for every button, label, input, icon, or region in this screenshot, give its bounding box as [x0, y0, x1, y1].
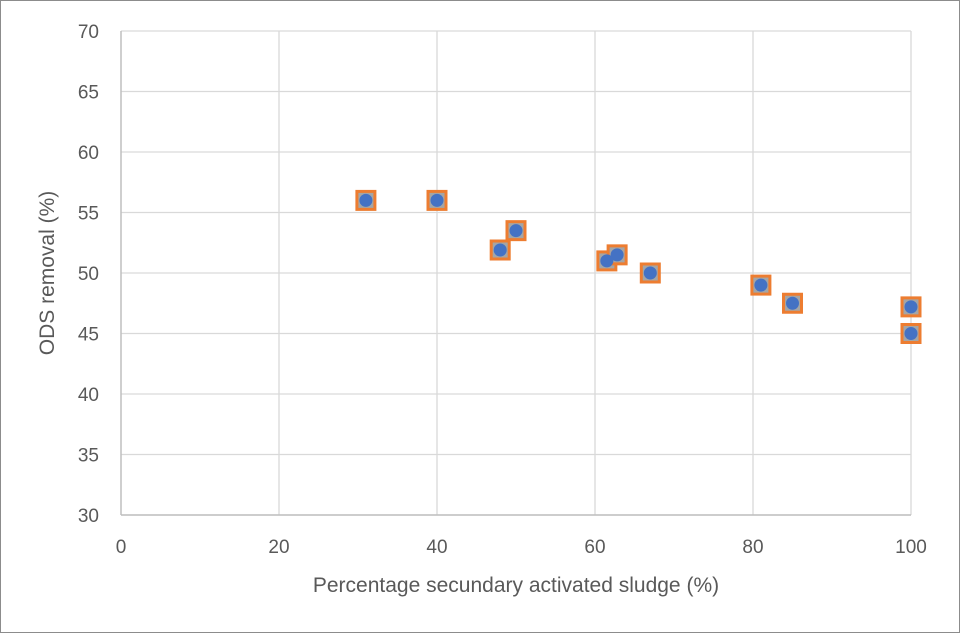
- circle-marker: [754, 278, 768, 292]
- axes: [120, 31, 911, 516]
- x-tick-label: 60: [584, 537, 605, 558]
- circle-marker: [600, 254, 614, 268]
- circle-marker: [359, 193, 373, 207]
- gridlines: [121, 30, 912, 516]
- y-tick-label: 35: [78, 446, 99, 467]
- circle-marker: [904, 300, 918, 314]
- circle-marker: [610, 248, 624, 262]
- y-tick-label: 70: [78, 22, 99, 43]
- circle-marker: [904, 327, 918, 340]
- y-tick-label: 30: [78, 506, 99, 527]
- circle-marker: [493, 243, 507, 257]
- x-tick-label: 80: [742, 537, 763, 558]
- x-tick-label: 40: [426, 537, 447, 558]
- circle-marker: [509, 224, 523, 238]
- data-points: [355, 189, 922, 344]
- y-tick-label: 45: [78, 325, 99, 346]
- y-tick-label: 40: [78, 385, 99, 406]
- y-tick-label: 60: [78, 143, 99, 164]
- x-tick-label: 20: [268, 537, 289, 558]
- circle-marker: [643, 266, 657, 280]
- y-tick-label: 50: [78, 264, 99, 285]
- circle-marker: [430, 193, 444, 207]
- tick-labels: 30 35 40 45 50 55 60 65 70 0 20 40 60 80 100: [78, 22, 927, 558]
- y-axis-title: ODS removal (%): [36, 191, 59, 356]
- x-tick-label: 100: [895, 537, 927, 558]
- x-tick-label: 0: [116, 537, 127, 558]
- y-tick-label: 65: [78, 83, 99, 104]
- y-tick-label: 55: [78, 204, 99, 225]
- circle-marker: [786, 296, 799, 310]
- x-axis-title: Percentage secundary activated sludge (%…: [313, 574, 719, 597]
